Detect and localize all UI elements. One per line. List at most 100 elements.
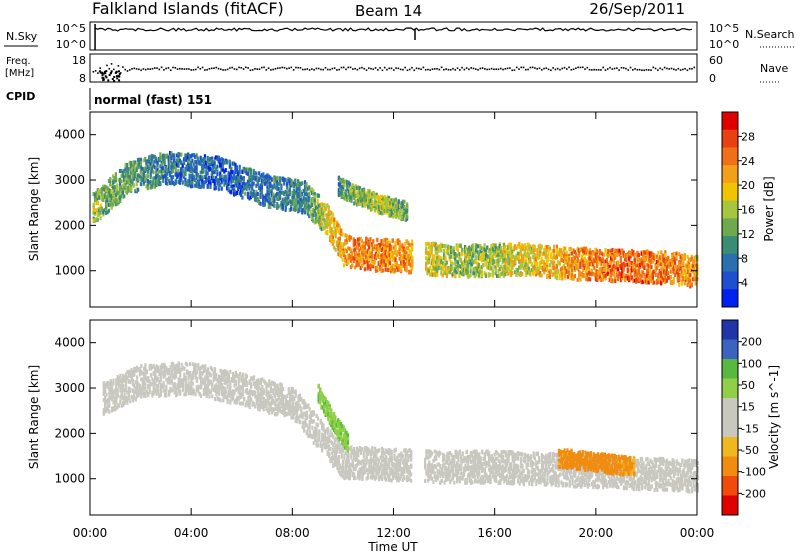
heatmap-cell (120, 168, 123, 173)
heatmap-cell (173, 153, 176, 158)
heatmap-cell (639, 278, 642, 283)
heatmap-cell (210, 173, 213, 178)
heatmap-cell (354, 241, 357, 246)
heatmap-cell (324, 230, 328, 235)
heatmap-cell (164, 166, 168, 171)
heatmap-cell (694, 254, 698, 259)
heatmap-cell (476, 250, 479, 255)
freq-point (390, 67, 393, 70)
heatmap-cell (280, 202, 283, 207)
freq-point (281, 66, 284, 69)
heatmap-cell (494, 271, 497, 276)
heatmap-cell (426, 267, 429, 272)
heatmap-cell (385, 198, 388, 203)
heatmap-cell (431, 254, 435, 259)
heatmap-cell (590, 272, 593, 277)
freq-point (272, 68, 274, 71)
heatmap-cell (105, 399, 108, 404)
heatmap-cell (387, 261, 390, 266)
heatmap-cell (320, 223, 323, 228)
heatmap-cell (386, 208, 389, 213)
heatmap-cell (583, 262, 586, 267)
freq-point (320, 68, 322, 71)
heatmap-cell (333, 230, 336, 235)
heatmap-cell (493, 265, 496, 270)
heatmap-cell (92, 218, 95, 223)
heatmap-cell (170, 164, 173, 169)
heatmap-cell (424, 261, 428, 266)
heatmap-cell (578, 262, 581, 267)
heatmap-cell (511, 271, 514, 276)
heatmap-cell (266, 179, 269, 184)
heatmap-cell (344, 247, 347, 252)
heatmap-cell (287, 189, 290, 194)
heatmap-cell (664, 262, 667, 267)
heatmap-cell (340, 178, 343, 183)
heatmap-cell (139, 177, 143, 182)
heatmap-cell (383, 244, 386, 249)
heatmap-cell (142, 173, 145, 178)
heatmap-cell (441, 266, 444, 271)
heatmap-cell (430, 269, 433, 274)
heatmap-cell (444, 271, 447, 276)
heatmap-cell (680, 269, 684, 274)
heatmap-cell (494, 254, 497, 259)
heatmap-cell (646, 280, 649, 285)
heatmap-cell (568, 261, 571, 266)
heatmap-cell (465, 252, 468, 257)
heatmap-cell (660, 273, 663, 278)
heatmap-cell (498, 273, 501, 278)
heatmap-cell (285, 190, 289, 195)
heatmap-cell (511, 254, 514, 259)
heatmap-cell (202, 163, 205, 168)
heatmap-cell (245, 182, 248, 187)
heatmap-cell (468, 256, 471, 261)
heatmap-cell (640, 251, 643, 256)
heatmap-cell (566, 269, 570, 274)
heatmap-cell (249, 191, 252, 196)
heatmap-cell (393, 213, 396, 218)
heatmap-cell (437, 245, 440, 250)
heatmap-cell (607, 254, 610, 259)
heatmap-cell (180, 152, 183, 157)
heatmap-cell (227, 181, 230, 186)
freq-frame (89, 53, 698, 83)
heatmap-cell (594, 254, 597, 259)
heatmap-cell (345, 240, 348, 245)
heatmap-cell (690, 267, 693, 272)
freq-point (233, 68, 236, 70)
heatmap-cell (203, 162, 207, 167)
heatmap-cell (498, 257, 501, 262)
heatmap-cell (482, 255, 485, 260)
heatmap-cell (436, 255, 439, 260)
heatmap-cell (166, 181, 169, 186)
heatmap-cell (483, 247, 486, 252)
heatmap-cell (647, 271, 650, 276)
heatmap-cell (433, 258, 436, 263)
heatmap-cell (351, 256, 354, 261)
heatmap-cell (672, 261, 675, 266)
heatmap-cell (462, 264, 465, 269)
freq-point (657, 69, 659, 71)
heatmap-cell (475, 256, 478, 261)
heatmap-cell (148, 155, 151, 160)
heatmap-cell (131, 170, 134, 175)
heatmap-cell (597, 261, 600, 266)
heatmap-cell (391, 257, 394, 262)
heatmap-cell (278, 181, 282, 186)
heatmap-cell (404, 214, 407, 219)
heatmap-cell (349, 248, 353, 253)
heatmap-cell (269, 201, 272, 206)
freq-point (342, 66, 345, 69)
heatmap-cell (625, 262, 628, 267)
heatmap-cell (409, 243, 412, 248)
heatmap-cell (146, 169, 149, 174)
heatmap-cell (402, 254, 405, 259)
heatmap-cell (188, 178, 191, 183)
heatmap-cell (612, 272, 615, 277)
heatmap-cell (374, 202, 377, 207)
heatmap-cell (260, 173, 264, 178)
heatmap-cell (191, 173, 194, 178)
heatmap-cell (500, 264, 503, 269)
heatmap-cell (340, 232, 343, 237)
